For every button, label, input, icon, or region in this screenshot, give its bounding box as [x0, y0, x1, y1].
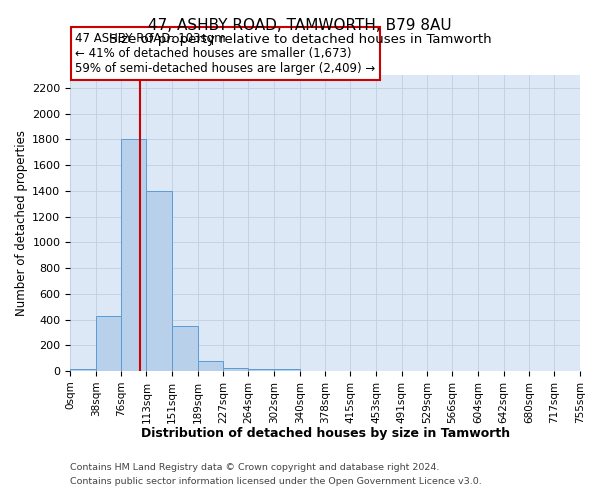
Bar — [248, 369, 274, 371]
Text: Contains public sector information licensed under the Open Government Licence v3: Contains public sector information licen… — [70, 477, 482, 486]
Bar — [198, 362, 223, 371]
Text: 47 ASHBY ROAD: 103sqm
← 41% of detached houses are smaller (1,673)
59% of semi-d: 47 ASHBY ROAD: 103sqm ← 41% of detached … — [75, 32, 376, 75]
Text: Size of property relative to detached houses in Tamworth: Size of property relative to detached ho… — [109, 32, 491, 46]
Bar — [146, 191, 172, 371]
Text: Contains HM Land Registry data © Crown copyright and database right 2024.: Contains HM Land Registry data © Crown c… — [70, 464, 440, 472]
Bar — [172, 326, 198, 371]
Bar — [274, 369, 300, 371]
X-axis label: Distribution of detached houses by size in Tamworth: Distribution of detached houses by size … — [140, 427, 509, 440]
Bar — [223, 368, 248, 371]
Bar — [70, 369, 96, 371]
Bar — [96, 316, 121, 371]
Y-axis label: Number of detached properties: Number of detached properties — [15, 130, 28, 316]
Text: 47, ASHBY ROAD, TAMWORTH, B79 8AU: 47, ASHBY ROAD, TAMWORTH, B79 8AU — [148, 18, 452, 32]
Bar — [121, 140, 146, 371]
